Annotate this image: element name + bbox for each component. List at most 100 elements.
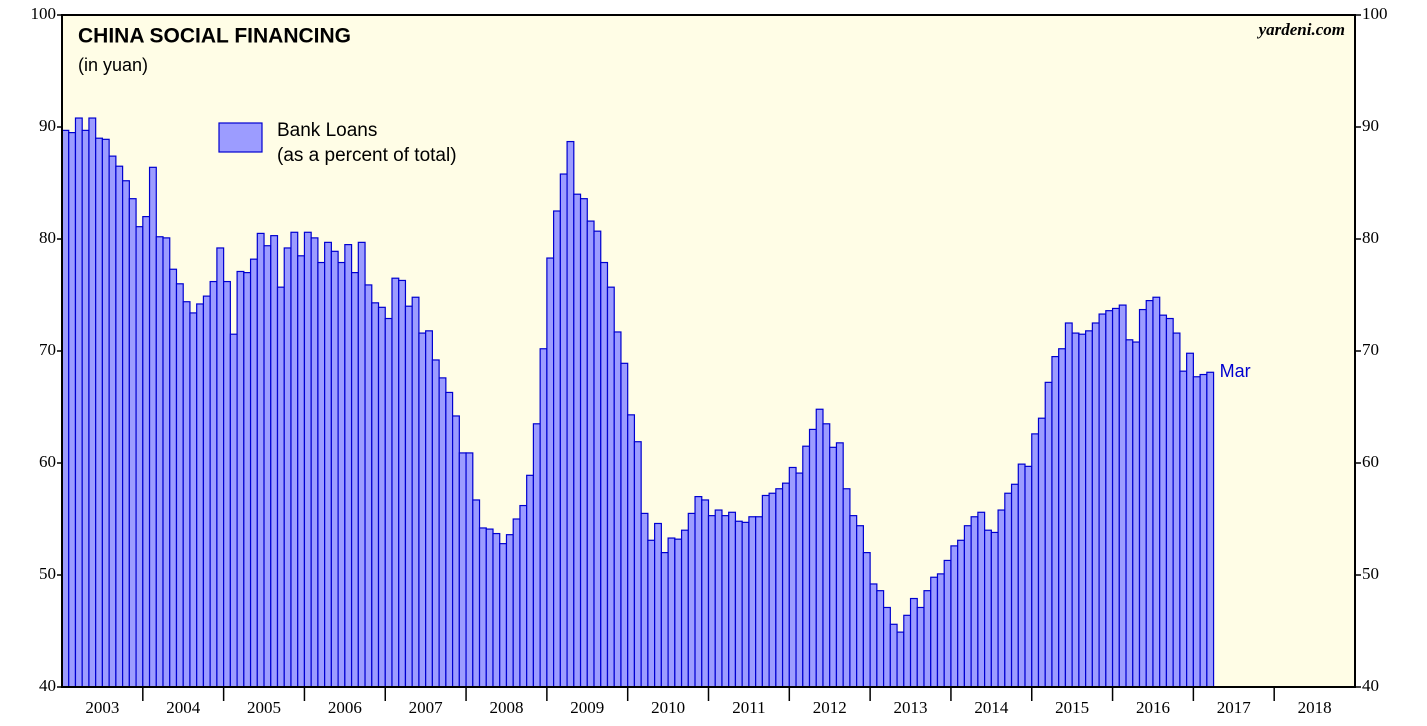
bar <box>404 305 413 688</box>
y-tick-label-right: 80 <box>1362 228 1379 247</box>
bar <box>896 631 905 688</box>
bar <box>1004 492 1013 688</box>
bar <box>781 482 790 688</box>
bar <box>364 284 373 688</box>
bar <box>128 198 137 688</box>
bar <box>680 529 689 688</box>
bar <box>903 614 912 688</box>
bar <box>613 331 622 688</box>
bar <box>411 296 420 688</box>
bar <box>1017 463 1026 688</box>
bar <box>539 348 548 688</box>
bar <box>418 332 427 688</box>
bar <box>216 247 225 688</box>
bar <box>620 362 629 688</box>
bar <box>108 155 117 688</box>
bar <box>88 117 97 688</box>
bar <box>317 261 326 688</box>
bar <box>647 539 656 688</box>
bar <box>856 525 864 688</box>
bar <box>849 515 858 688</box>
bar <box>256 232 265 688</box>
x-tick-label: 2009 <box>570 698 604 717</box>
bar <box>923 590 932 688</box>
x-tick-label: 2011 <box>732 698 765 717</box>
bar <box>324 241 332 688</box>
y-tick-label: 100 <box>31 4 57 23</box>
bar <box>492 532 501 688</box>
bar <box>795 472 804 688</box>
bar <box>425 330 433 688</box>
x-tick-label: 2004 <box>166 698 201 717</box>
bar <box>357 241 366 688</box>
x-tick-label: 2015 <box>1055 698 1089 717</box>
bar <box>1138 308 1147 688</box>
bar <box>593 230 602 688</box>
y-tick-label: 70 <box>39 340 56 359</box>
y-tick-label: 60 <box>39 452 56 471</box>
bar <box>337 261 346 688</box>
bar <box>485 528 494 688</box>
source: yardeni.com <box>1257 20 1345 39</box>
legend-note: (as a percent of total) <box>277 145 457 166</box>
y-tick-label-right: 60 <box>1362 452 1379 471</box>
bar <box>1010 483 1019 688</box>
bar <box>674 538 683 688</box>
bar <box>169 268 178 688</box>
bar <box>728 511 737 688</box>
bar <box>1206 371 1215 688</box>
bar <box>1186 352 1194 688</box>
bar <box>990 531 999 688</box>
bar <box>344 244 353 688</box>
plot-area <box>61 14 1356 688</box>
bar <box>984 529 992 688</box>
bar <box>654 522 662 688</box>
bar <box>283 247 292 688</box>
bar <box>297 255 306 688</box>
bar <box>829 446 838 688</box>
bar <box>155 236 164 688</box>
bar <box>1159 314 1168 688</box>
bar <box>997 509 1006 688</box>
bar <box>950 545 959 688</box>
bar <box>519 504 528 688</box>
bar <box>1037 417 1046 688</box>
bar <box>559 173 568 688</box>
y-tick-label-right: 100 <box>1362 4 1388 23</box>
x-tick-label: 2005 <box>247 698 281 717</box>
y-tick-label: 90 <box>39 116 56 135</box>
bar <box>350 272 359 688</box>
bar <box>943 559 952 688</box>
bar <box>451 415 460 688</box>
bar <box>122 180 130 688</box>
bar <box>391 277 400 688</box>
bar <box>734 520 743 688</box>
bar <box>532 423 541 688</box>
bar <box>371 302 380 688</box>
x-tick-label: 2014 <box>974 698 1009 717</box>
bar <box>1098 313 1107 688</box>
x-tick-label: 2003 <box>85 698 119 717</box>
bar <box>81 129 90 688</box>
bar <box>768 492 777 688</box>
bar <box>640 512 649 688</box>
bar <box>243 272 252 688</box>
bar <box>505 534 514 688</box>
bar <box>1058 348 1067 688</box>
bar <box>1105 310 1114 688</box>
legend-label: Bank Loans <box>277 120 377 141</box>
bar <box>842 488 851 688</box>
bar <box>835 442 844 688</box>
x-tick-label: 2007 <box>409 698 444 717</box>
bar <box>499 543 508 688</box>
bar <box>290 231 299 688</box>
x-tick-label: 2008 <box>489 698 523 717</box>
bar <box>714 509 723 688</box>
bar <box>209 280 218 688</box>
bar <box>1071 332 1080 688</box>
bar <box>1152 296 1161 688</box>
bar <box>869 583 878 688</box>
bar <box>627 414 636 688</box>
bar <box>249 258 258 688</box>
bar <box>748 516 757 688</box>
